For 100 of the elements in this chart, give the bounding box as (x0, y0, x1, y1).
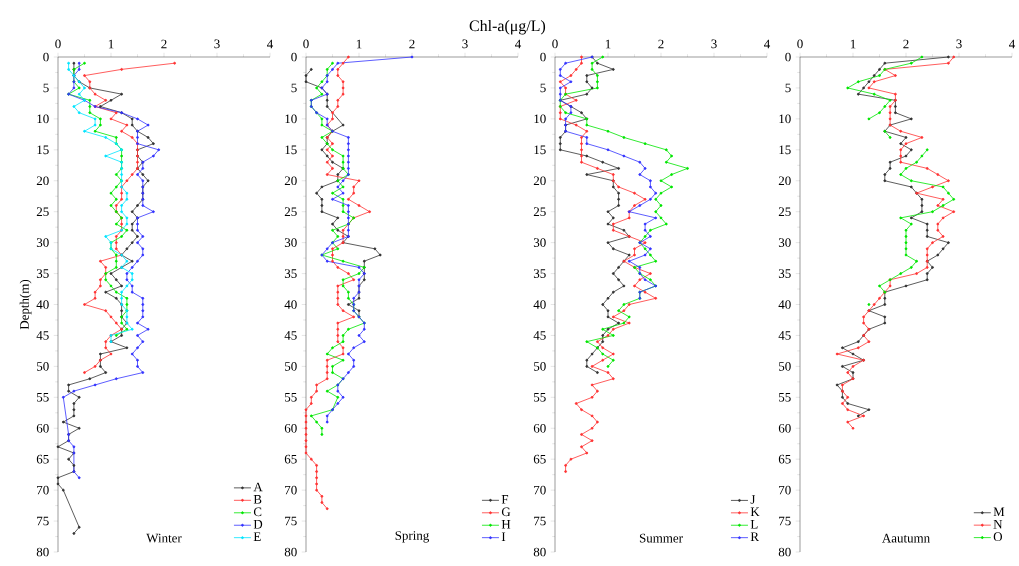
x-tick-label: 0 (552, 39, 558, 49)
legend-label: H (501, 520, 511, 529)
y-tick-label: 25 (778, 207, 791, 217)
y-tick-label: 65 (533, 454, 546, 464)
y-tick-label: 60 (284, 423, 297, 433)
y-tick-label: 5 (43, 83, 49, 93)
y-tick-label: 45 (36, 331, 49, 340)
y-tick-label: 0 (43, 52, 49, 62)
y-tick-label: 55 (534, 393, 546, 402)
x-tick-label: 1 (108, 39, 114, 49)
x-tick-label: 3 (214, 39, 220, 49)
y-tick-label: 40 (778, 300, 791, 309)
y-tick-label: 5 (291, 83, 297, 93)
legend-label: K (750, 507, 760, 517)
y-tick-label: 45 (284, 331, 297, 340)
y-tick-label: 75 (285, 516, 297, 526)
x-tick-label: 2 (161, 39, 167, 49)
x-tick-label: 0 (55, 39, 61, 49)
legend-label: F (501, 495, 509, 504)
y-tick-label: 10 (534, 114, 546, 124)
annotation: Summer (639, 533, 683, 543)
y-tick-label: 20 (36, 176, 49, 186)
y-tick-label: 10 (285, 114, 297, 124)
legend-label: G (501, 507, 511, 517)
y-tick-label: 5 (540, 83, 546, 93)
y-tick-label: 70 (534, 485, 546, 495)
x-tick-label: 3 (462, 39, 468, 49)
legend-label: N (993, 519, 1003, 529)
x-tick-label: 3 (711, 39, 717, 49)
y-tick-label: 15 (37, 145, 49, 155)
y-tick-label: 25 (533, 207, 546, 217)
x-tick-label: 4 (515, 39, 522, 49)
y-tick-label: 55 (37, 393, 49, 402)
legend-label: J (750, 495, 756, 504)
y-tick-label: 35 (533, 269, 546, 278)
y-tick-label: 0 (540, 52, 546, 62)
y-tick-label: 55 (779, 393, 791, 402)
x-tick-label: 0 (303, 39, 309, 49)
y-tick-label: 35 (284, 269, 297, 278)
legend-label: C (253, 507, 262, 517)
y-tick-label: 40 (284, 300, 297, 309)
y-tick-label: 30 (284, 238, 297, 247)
legend-label: D (253, 520, 263, 529)
y-tick-label: 60 (778, 423, 791, 433)
x-tick-label: 4 (764, 39, 771, 49)
annotation: Spring (395, 531, 430, 543)
y-tick-label: 65 (778, 454, 791, 464)
y-tick-label: 80 (778, 547, 791, 557)
y-tick-label: 50 (779, 362, 791, 371)
y-tick-label: 50 (534, 362, 546, 371)
y-tick-label: 55 (285, 393, 297, 402)
x-tick-label: 2 (409, 39, 415, 49)
y-tick-label: 10 (779, 114, 791, 124)
y-tick-label: 15 (285, 145, 297, 155)
y-tick-label: 50 (285, 362, 297, 371)
y-axis-title: Depth(m) (19, 279, 32, 330)
y-tick-label: 75 (534, 516, 546, 526)
x-tick-label: 1 (850, 39, 856, 49)
y-tick-label: 0 (785, 52, 791, 62)
legend-label: L (750, 520, 758, 529)
y-tick-label: 25 (36, 207, 49, 217)
x-tick-label: 0 (797, 39, 803, 49)
x-tick-label: 3 (956, 39, 962, 49)
y-tick-label: 60 (533, 423, 546, 433)
y-tick-label: 30 (36, 238, 49, 247)
y-tick-label: 40 (533, 300, 546, 309)
x-tick-label: 4 (1009, 39, 1016, 49)
y-tick-label: 50 (37, 362, 49, 371)
y-tick-label: 60 (36, 423, 49, 433)
y-tick-label: 45 (533, 331, 546, 340)
y-tick-label: 35 (778, 269, 791, 278)
y-tick-label: 80 (533, 547, 546, 557)
x-tick-label: 2 (903, 39, 909, 49)
y-tick-label: 40 (36, 300, 49, 309)
legend-label: I (501, 532, 506, 541)
y-tick-label: 5 (785, 83, 791, 93)
y-tick-label: 75 (779, 516, 791, 526)
y-tick-label: 30 (778, 238, 791, 247)
y-tick-label: 30 (533, 238, 546, 247)
y-tick-label: 15 (534, 145, 546, 155)
y-tick-label: 0 (291, 52, 297, 62)
legend-label: B (253, 495, 262, 504)
legend-label: O (993, 532, 1003, 542)
legend-label: M (993, 507, 1005, 517)
y-tick-label: 65 (36, 454, 49, 464)
y-tick-label: 70 (37, 485, 49, 495)
x-tick-label: 2 (658, 39, 664, 49)
y-tick-label: 10 (37, 114, 49, 124)
y-tick-label: 20 (778, 176, 791, 186)
y-tick-label: 70 (285, 485, 297, 495)
y-tick-label: 70 (779, 485, 791, 495)
y-tick-label: 65 (284, 454, 297, 464)
x-tick-label: 1 (605, 39, 611, 49)
y-tick-label: 20 (284, 176, 297, 186)
annotation: Aautumn (882, 533, 930, 543)
legend-label: A (253, 482, 263, 492)
x-tick-label: 4 (267, 39, 274, 49)
x-axis-title: Chl-a(μg/L) (469, 19, 546, 35)
y-tick-label: 45 (778, 331, 791, 340)
y-tick-label: 20 (533, 176, 546, 186)
